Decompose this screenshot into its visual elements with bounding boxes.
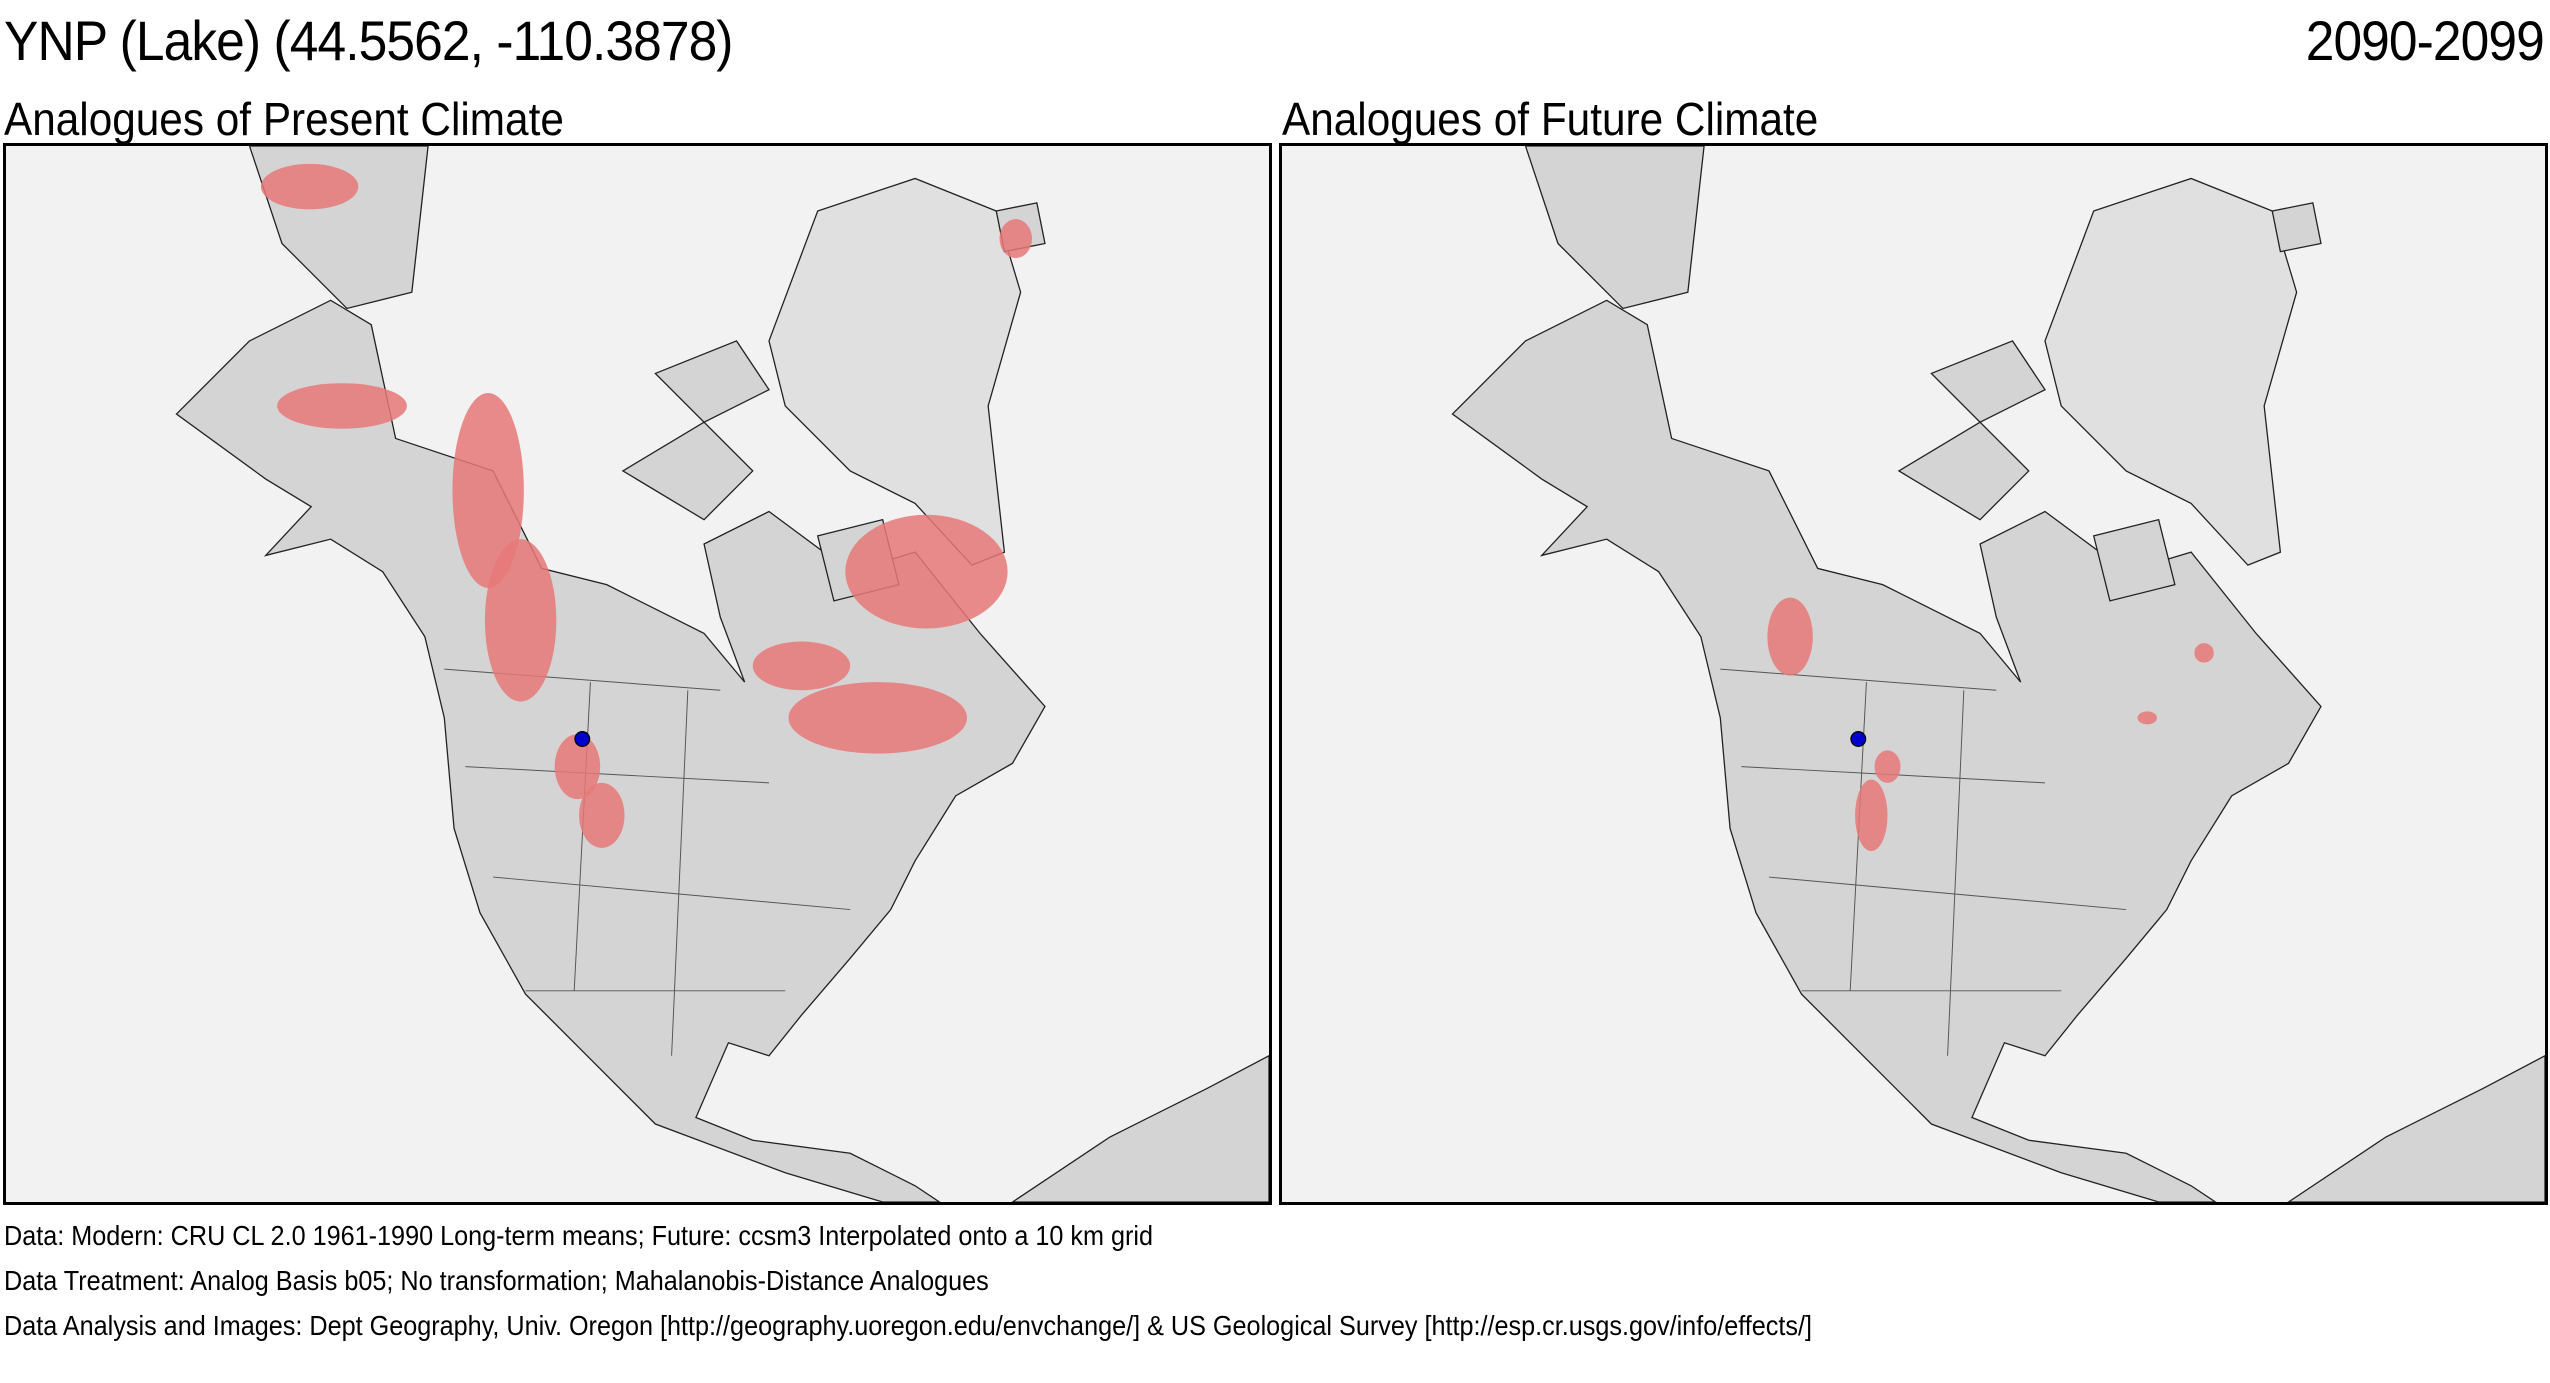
analogue-region xyxy=(554,734,601,800)
analogue-region xyxy=(845,514,1008,629)
analogue-region xyxy=(2137,711,2158,725)
present-climate-map xyxy=(3,143,1272,1205)
arctic-island xyxy=(654,340,770,423)
present-panel-title: Analogues of Present Climate xyxy=(4,93,564,145)
future-climate-map xyxy=(1279,143,2548,1205)
analogue-region xyxy=(788,682,968,754)
arctic-island xyxy=(1897,421,2030,521)
north-america-land xyxy=(175,299,1046,1202)
analogue-region xyxy=(1855,779,1888,852)
analogue-region xyxy=(484,539,557,702)
political-boundaries xyxy=(444,668,851,1056)
arctic-island xyxy=(621,421,754,521)
arctic-island xyxy=(2271,202,2322,253)
analogue-region xyxy=(999,219,1032,259)
greenland-land xyxy=(2044,177,2298,566)
south-america-land xyxy=(2287,1055,2545,1202)
south-america-land xyxy=(1011,1055,1269,1202)
greenland-land xyxy=(768,177,1022,566)
analogue-region xyxy=(1874,750,1901,783)
footer-data-source: Data: Modern: CRU CL 2.0 1961-1990 Long-… xyxy=(4,1220,1154,1251)
analogue-region xyxy=(277,383,407,429)
site-marker xyxy=(1850,731,1867,747)
arctic-island xyxy=(1930,340,2046,423)
site-marker xyxy=(574,731,591,747)
analogue-region xyxy=(1767,597,1813,676)
siberia-land xyxy=(1524,146,1705,310)
footer-credits: Data Analysis and Images: Dept Geography… xyxy=(4,1310,1813,1341)
site-title: YNP (Lake) (44.5562, -110.3878) xyxy=(4,9,733,72)
analogue-region xyxy=(452,392,524,588)
arctic-island xyxy=(2092,518,2176,602)
map-svg xyxy=(175,146,1269,1202)
footer-data-treatment: Data Treatment: Analog Basis b05; No tra… xyxy=(4,1265,989,1296)
analogue-region xyxy=(260,163,359,210)
analogue-region xyxy=(752,641,851,691)
future-panel-title: Analogues of Future Climate xyxy=(1282,93,1819,145)
analogue-region xyxy=(2194,643,2214,663)
period-label: 2090-2099 xyxy=(2305,9,2545,72)
map-svg xyxy=(1451,146,2545,1202)
analogue-region xyxy=(579,782,625,848)
